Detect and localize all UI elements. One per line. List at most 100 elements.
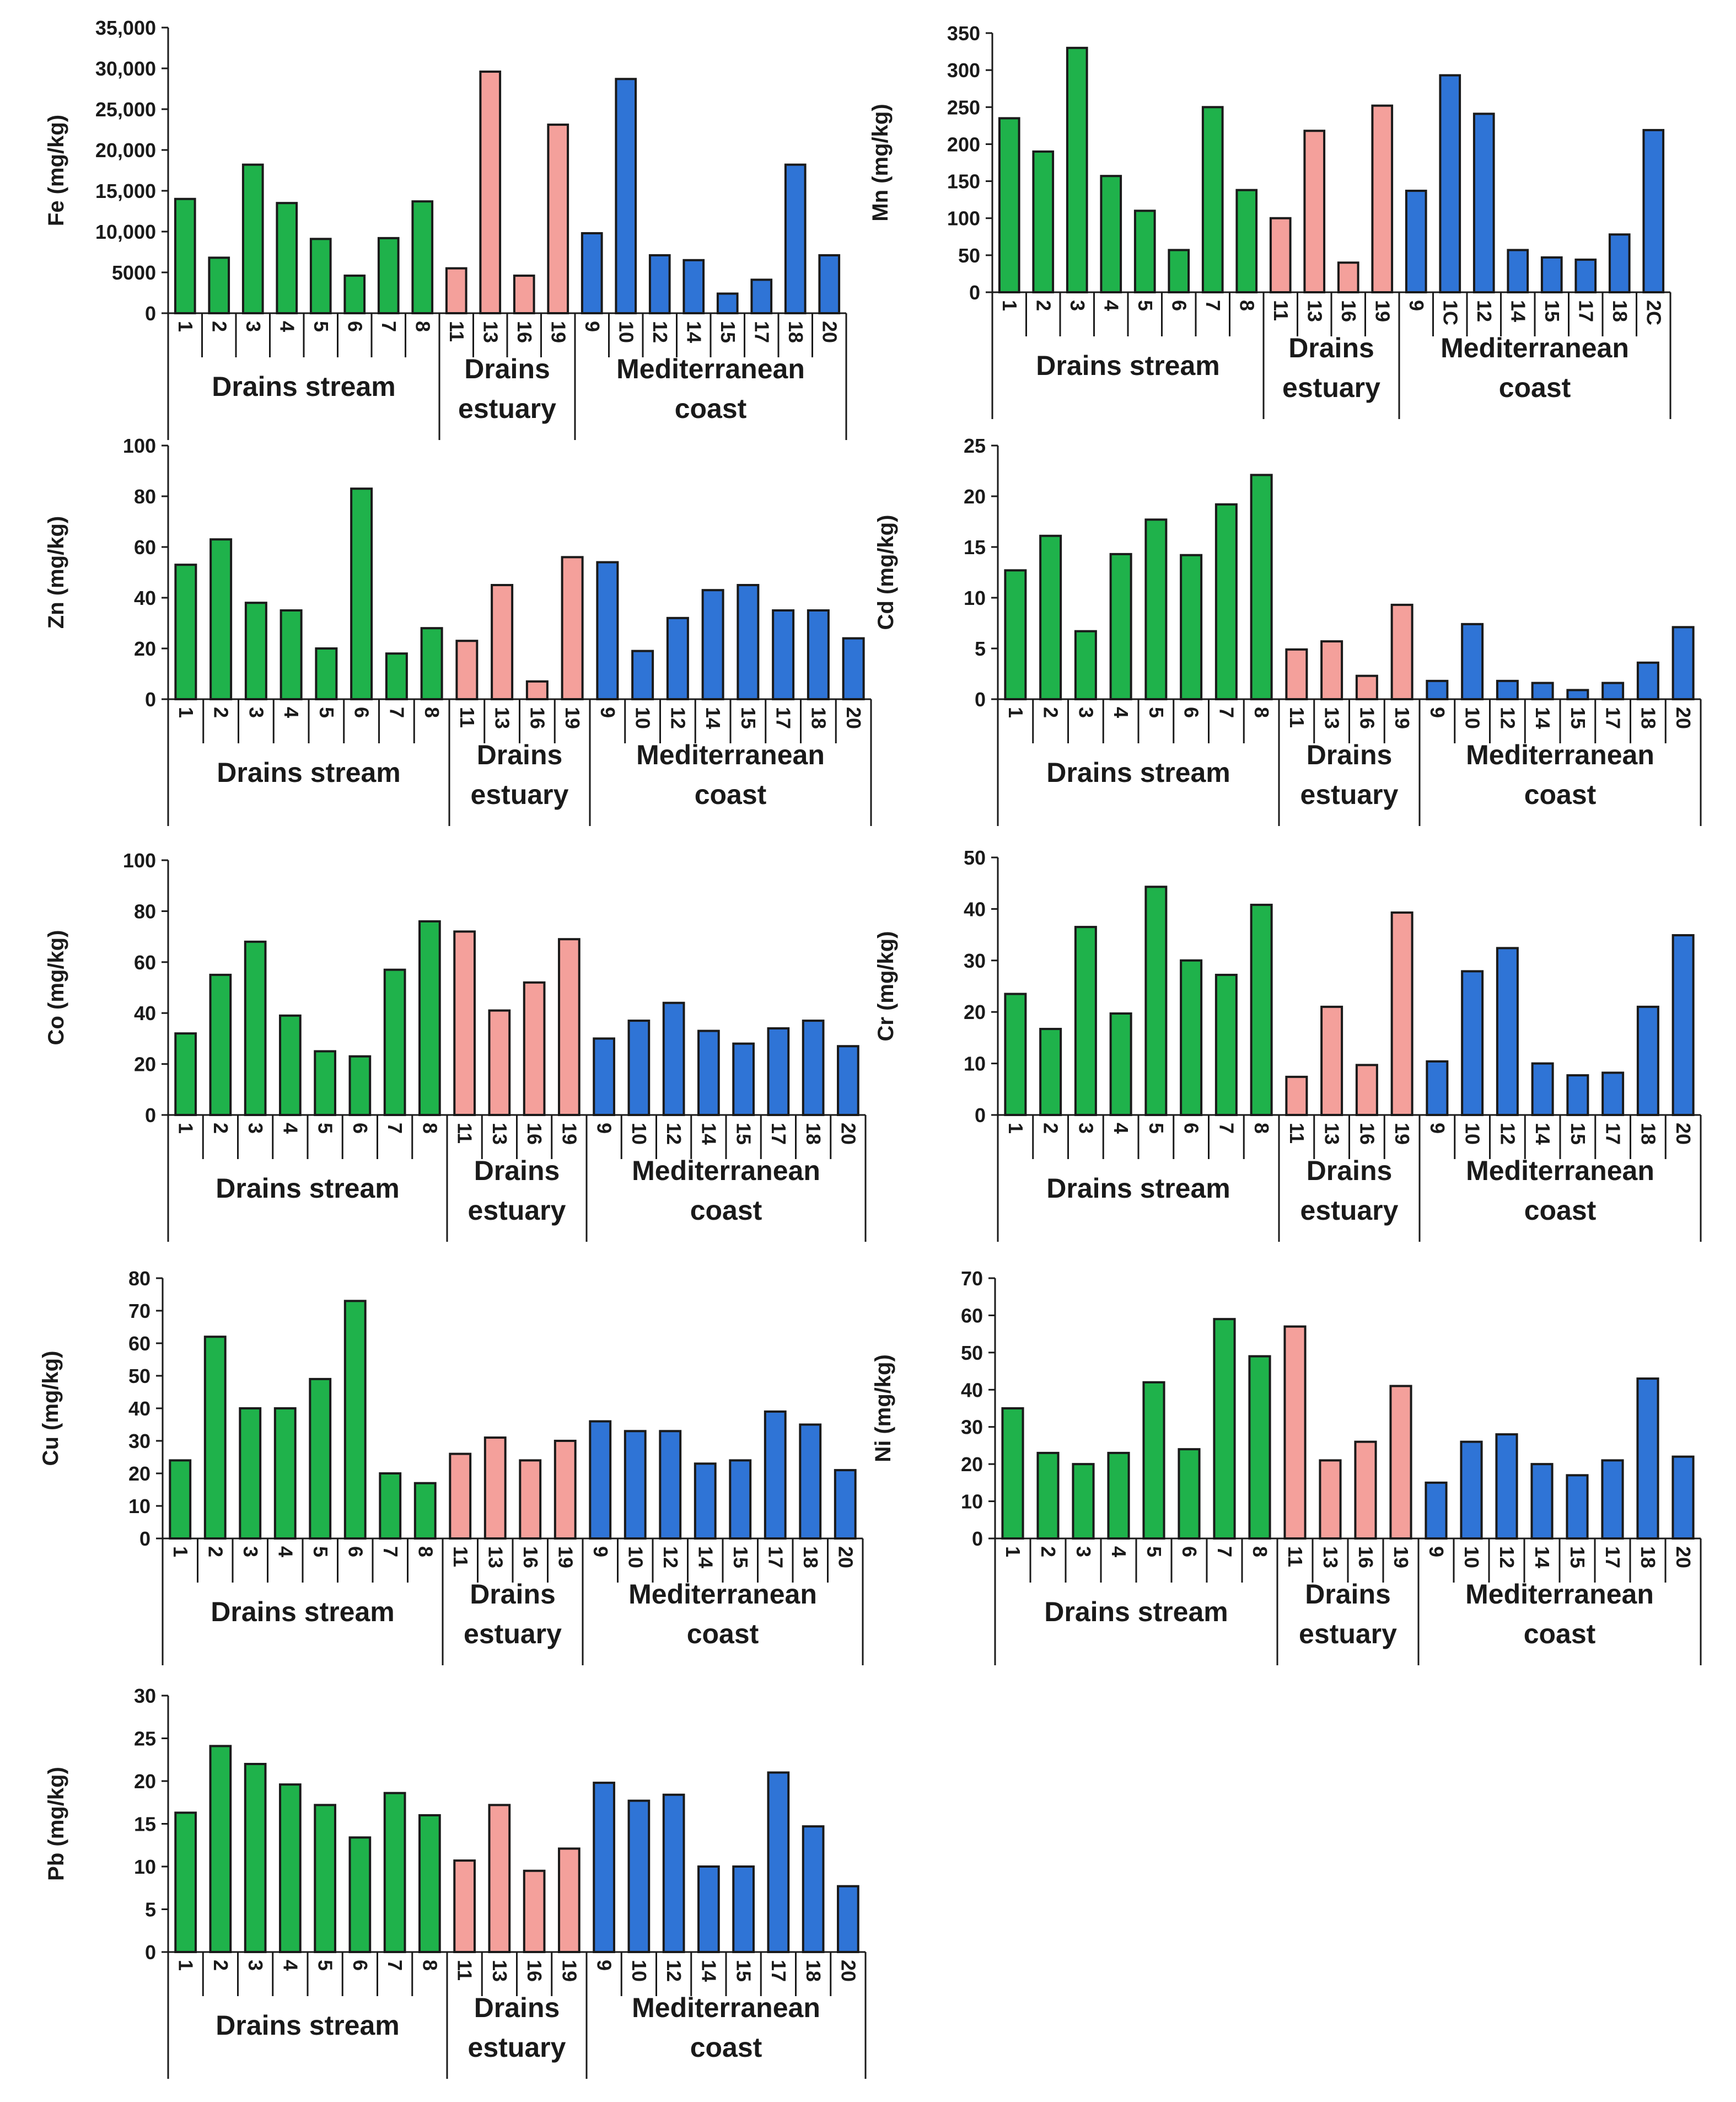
x-tick-label: 10 — [1461, 707, 1484, 729]
bar-mn-18 — [1608, 233, 1631, 293]
bar-ni-20 — [1671, 1455, 1695, 1540]
x-tick-label: 9 — [593, 1123, 616, 1134]
bar-cd-1 — [1004, 569, 1027, 700]
x-tick-label: 4 — [276, 321, 298, 332]
bar-cd-16 — [1355, 674, 1378, 701]
bar-cu-4 — [273, 1407, 297, 1540]
y-tick-label: 200 — [947, 133, 980, 155]
bar-cd-4 — [1109, 553, 1132, 700]
group-label: Drains — [1307, 1155, 1393, 1186]
bar-co-8 — [418, 920, 441, 1116]
x-tick-label: 2 — [209, 1960, 232, 1971]
x-tick-label: 15 — [733, 1960, 755, 1982]
bar-co-9 — [593, 1037, 615, 1117]
x-tick-label: 16 — [523, 1960, 546, 1982]
group-label: Drains stream — [1046, 1173, 1230, 1204]
bar-co-16 — [523, 981, 546, 1117]
x-tick-label: 15 — [733, 1123, 755, 1145]
bar-co-2 — [209, 973, 232, 1117]
y-tick-label: 60 — [134, 951, 156, 974]
bar-cu-14 — [694, 1462, 717, 1540]
x-tick-label: 5 — [310, 321, 332, 332]
bar-pb-8 — [418, 1814, 441, 1953]
x-tick-label: 1 — [1004, 707, 1027, 718]
bar-cd-3 — [1074, 630, 1097, 700]
group-label: coast — [1524, 779, 1597, 810]
group-label: estuary — [471, 779, 569, 810]
bar-cr-19 — [1390, 911, 1413, 1116]
group-label: estuary — [1282, 372, 1380, 403]
x-tick-label: 19 — [547, 321, 569, 343]
bar-cr-17 — [1601, 1071, 1625, 1116]
x-tick-label: 15 — [729, 1546, 752, 1568]
y-tick-label: 20 — [134, 637, 156, 660]
x-tick-label: 12 — [663, 1123, 685, 1145]
x-tick-label: 14 — [1531, 707, 1554, 729]
x-tick-label: 16 — [1356, 707, 1378, 729]
x-tick-label: 11 — [1284, 1546, 1307, 1567]
y-tick-label: 40 — [134, 587, 156, 609]
x-tick-label: 20 — [834, 1546, 857, 1568]
bar-cu-2 — [203, 1336, 227, 1540]
y-tick-label: 20 — [128, 1462, 151, 1485]
x-tick-label: 17 — [1574, 300, 1597, 322]
y-axis-title: Fe (mg/kg) — [44, 115, 68, 226]
x-tick-label: 6 — [351, 707, 373, 718]
group-label: Mediterranean — [1441, 333, 1629, 363]
x-tick-label: 1 — [998, 300, 1021, 311]
bar-cr-1 — [1004, 993, 1027, 1117]
x-tick-label: 17 — [1602, 1123, 1625, 1145]
y-tick-label: 80 — [134, 485, 156, 508]
x-tick-label: 15 — [1567, 707, 1589, 729]
y-tick-label: 15,000 — [95, 180, 156, 202]
x-tick-label: 13 — [1321, 1123, 1343, 1145]
bar-mn-2 — [1032, 150, 1055, 293]
x-tick-label: 6 — [1180, 707, 1203, 718]
bar-ni-19 — [1389, 1385, 1412, 1540]
bar-zn-13 — [491, 584, 514, 700]
bar-mn-14 — [1507, 249, 1529, 294]
y-tick-label: 70 — [128, 1300, 151, 1322]
y-tick-label: 40 — [964, 898, 986, 920]
bar-cu-12 — [659, 1430, 682, 1540]
x-tick-label: 3 — [1072, 1546, 1095, 1557]
x-tick-label: 2 — [208, 321, 230, 332]
bar-cu-16 — [519, 1459, 542, 1540]
y-tick-label: 15 — [964, 536, 986, 559]
bar-zn-1 — [174, 564, 197, 700]
bar-cu-19 — [553, 1440, 577, 1540]
bar-mn-8 — [1235, 189, 1258, 293]
y-axis-title: Ni (mg/kg) — [871, 1354, 895, 1462]
x-tick-label: 7 — [1202, 300, 1224, 311]
group-label: coast — [675, 393, 747, 424]
y-tick-label: 70 — [961, 1267, 983, 1290]
bar-pb-7 — [383, 1792, 406, 1953]
x-tick-label: 11 — [1286, 707, 1308, 728]
x-tick-label: 18 — [802, 1960, 825, 1982]
y-axis-title: Cd (mg/kg) — [874, 515, 898, 630]
bar-pb-10 — [627, 1799, 651, 1953]
bar-ni-1 — [1001, 1407, 1024, 1540]
x-tick-label: 3 — [1066, 300, 1089, 311]
group-label: Mediterranean — [636, 739, 825, 770]
bar-zn-10 — [631, 650, 654, 700]
y-tick-label: 25 — [964, 435, 986, 457]
bar-co-14 — [697, 1029, 720, 1117]
y-tick-label: 50 — [961, 1342, 983, 1364]
x-tick-label: 18 — [799, 1546, 822, 1568]
bar-co-19 — [558, 938, 581, 1116]
x-tick-label: 20 — [837, 1960, 859, 1982]
bar-zn-11 — [455, 640, 479, 700]
group-label: Drains — [1305, 1579, 1391, 1610]
bar-cd-13 — [1320, 640, 1343, 700]
group-label: estuary — [1300, 779, 1399, 810]
x-tick-label: 13 — [479, 321, 502, 343]
x-tick-label: 3 — [244, 1960, 267, 1971]
bar-mn-5 — [1133, 210, 1156, 293]
y-tick-label: 30 — [128, 1430, 151, 1452]
group-label: coast — [695, 779, 767, 810]
x-tick-label: 7 — [1215, 1123, 1238, 1134]
bar-zn-15 — [737, 584, 760, 700]
y-tick-label: 30 — [134, 1685, 156, 1707]
x-tick-label: 20 — [1672, 707, 1695, 729]
